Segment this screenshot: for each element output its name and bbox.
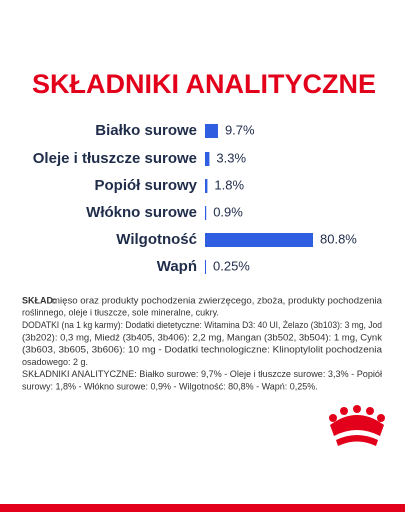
category-label: Oleje i tłuszcze surowe: [33, 150, 197, 167]
bar: [205, 260, 206, 274]
composition-line: (3b202): 0,3 mg, Miedź (3b405, 3b406): 2…: [22, 332, 383, 342]
chart-title: SKŁADNIKI ANALITYCZNE: [32, 69, 376, 99]
bar: [205, 233, 313, 247]
value-label: 0.25%: [213, 258, 250, 273]
composition-line: DODATKI (na 1 kg karmy): Dodatki dietety…: [22, 320, 382, 330]
bar: [205, 206, 207, 220]
value-label: 1.8%: [214, 177, 244, 192]
value-label: 0.9%: [213, 204, 243, 219]
category-label: Włókno surowe: [86, 204, 197, 221]
bar: [205, 152, 210, 166]
bar: [205, 179, 208, 193]
composition-line: surowy: 1,8% - Włókno surowe: 0,9% - Wil…: [22, 381, 318, 391]
category-label: Wapń: [157, 258, 197, 275]
value-label: 3.3%: [216, 150, 246, 165]
footer-bar: [0, 504, 405, 512]
composition-label: SKŁAD:: [22, 295, 56, 305]
value-label: 80.8%: [320, 231, 357, 246]
logo: [329, 405, 385, 446]
composition-line: roślinnego, oleje i tłuszcze, sole miner…: [22, 308, 219, 318]
category-label: Białko surowe: [95, 122, 197, 139]
composition-line: (3b603, 3b605, 3b606): 10 mg - Dodatki t…: [22, 345, 382, 355]
composition-line: osadowego: 2 g.: [22, 357, 88, 367]
category-label: Popiół surowy: [94, 177, 197, 194]
composition-line: mięso oraz produkty pochodzenia zwierzęc…: [52, 295, 382, 305]
composition-line: SKŁADNIKI ANALITYCZNE: Białko surowe: 9,…: [22, 369, 382, 379]
category-label: Wilgotność: [116, 231, 197, 248]
bar: [205, 124, 218, 138]
value-label: 9.7%: [225, 122, 255, 137]
